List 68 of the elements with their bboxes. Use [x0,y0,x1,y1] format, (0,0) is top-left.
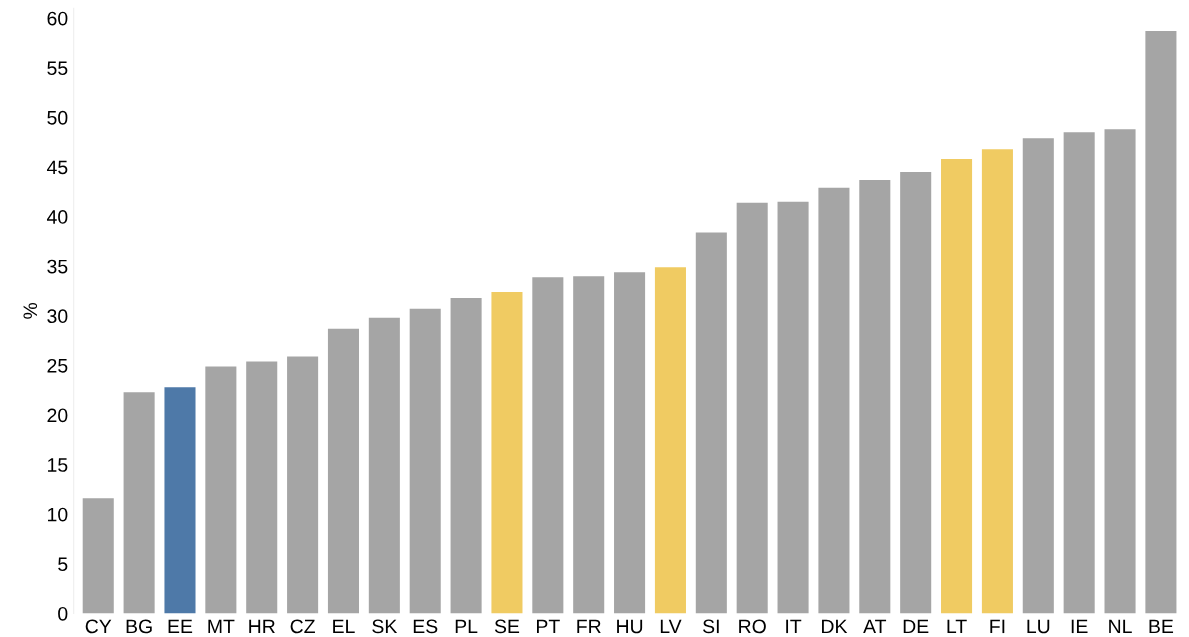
y-tick-label: 5 [58,557,68,572]
x-tick-label: RO [739,619,766,634]
bar [859,179,891,614]
y-tick-label: 0 [58,606,68,621]
bar [981,149,1013,614]
y-tick-label: 20 [47,408,68,423]
bar [532,277,564,614]
y-tick-label: 55 [47,61,68,76]
bar [450,297,482,614]
x-tick-label: HU [617,619,643,634]
x-tick-label: CY [85,619,112,634]
y-tick-label: 60 [47,11,68,26]
x-tick-label: DE [903,619,929,634]
x-tick-label: SI [703,619,719,634]
x-tick-label: CZ [290,619,315,634]
bar [1063,132,1095,614]
x-tick-label: AT [863,619,887,634]
bar [246,361,278,614]
bar [164,387,196,614]
y-tick-label: 30 [47,309,68,324]
x-tick-label: LV [660,619,682,634]
x-tick-label: NL [1109,619,1132,634]
x-tick-label: PT [537,619,560,634]
x-tick-label: PL [455,619,478,634]
y-axis-title: % [23,302,38,319]
bar [123,392,155,614]
x-tick-label: FR [577,619,601,634]
x-tick-label: BG [126,619,152,634]
y-tick-label: 15 [48,458,68,472]
bar [941,159,973,614]
x-tick-label: IT [786,619,802,634]
bar [654,267,686,614]
y-tick-label: 10 [48,507,68,522]
y-tick-label: 50 [47,110,68,125]
y-tick-label: 40 [46,210,68,224]
bar [777,201,809,614]
x-tick-label: EL [333,619,355,634]
bar [287,356,319,614]
bar [327,328,359,614]
x-tick-label: ES [413,619,438,634]
bar [491,292,523,614]
bar [695,232,727,614]
bar [614,272,646,614]
bar [736,202,768,614]
x-tick-label: BE [1149,619,1174,634]
x-tick-label: DK [822,619,848,634]
x-tick-label: EE [168,619,193,634]
bar [82,498,114,614]
x-tick-label: FI [990,619,1005,634]
x-tick-label: SK [372,619,398,634]
x-tick-label: MT [208,619,235,634]
bar [1145,31,1177,614]
bar [409,308,441,614]
x-tick-label: HR [249,619,275,634]
bar [818,187,850,614]
y-tick-label: 45 [46,160,68,175]
bar [368,317,400,614]
bar [900,171,932,614]
y-tick-label: 25 [47,358,68,373]
x-tick-label: LU [1027,619,1050,634]
x-tick-label: LT [947,619,967,634]
x-tick-label: IE [1071,619,1088,634]
x-tick-label: SE [494,619,520,634]
y-tick-label: 35 [47,259,68,274]
bar [573,276,605,614]
bar [205,366,237,614]
bar [1022,138,1054,614]
bar [1104,129,1136,614]
